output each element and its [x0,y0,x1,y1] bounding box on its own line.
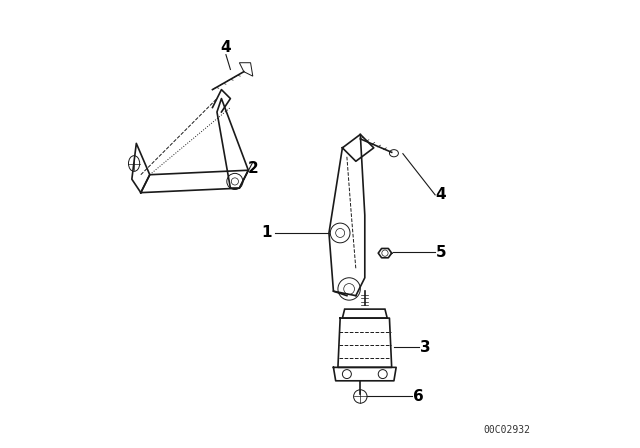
Text: 5: 5 [436,245,446,260]
Text: 6: 6 [413,389,424,404]
Text: 4: 4 [436,187,446,202]
Text: 4: 4 [221,39,231,55]
Text: 2: 2 [248,160,258,176]
Text: 00C02932: 00C02932 [484,425,531,435]
Text: 1: 1 [261,225,271,241]
Text: 3: 3 [420,340,431,355]
